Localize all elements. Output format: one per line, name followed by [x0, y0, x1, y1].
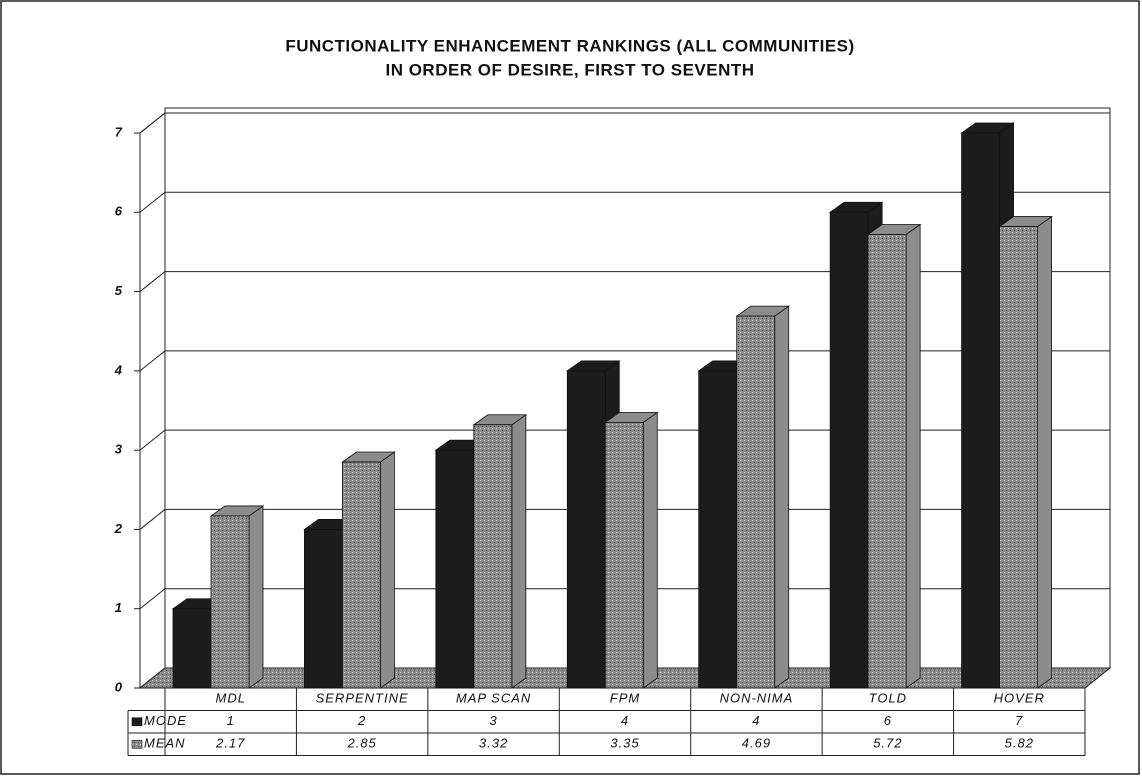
y-tick-label: 3	[115, 442, 123, 457]
bar	[210, 515, 250, 689]
bar	[566, 370, 606, 689]
bar	[961, 132, 1000, 689]
bar	[999, 226, 1038, 689]
table-value: 6	[884, 713, 892, 728]
legend-label: MEAN	[144, 736, 186, 751]
table-value: 4.69	[742, 736, 771, 751]
x-tick-label: MAP SCAN	[456, 691, 531, 706]
bar	[473, 424, 513, 689]
bar	[698, 370, 738, 689]
x-tick-label: FPM	[610, 691, 640, 706]
bar	[172, 608, 212, 689]
table-value: 3.32	[479, 736, 508, 751]
bar-side	[774, 305, 790, 689]
table-value: 2.17	[215, 736, 245, 751]
bar-side	[905, 223, 921, 689]
table-value: 4	[752, 713, 760, 728]
table-value: 7	[1015, 713, 1023, 728]
y-tick-label: 1	[115, 600, 122, 615]
legend-key	[131, 739, 143, 749]
x-tick-label: SERPENTINE	[316, 691, 409, 706]
bar-side	[380, 451, 395, 689]
bar	[867, 234, 907, 689]
legend-key	[131, 717, 143, 727]
bar	[736, 315, 776, 689]
bar-side	[248, 505, 264, 689]
bar	[604, 421, 644, 689]
grid-line	[139, 509, 166, 530]
y-tick-label: 0	[115, 679, 123, 694]
side-wall	[139, 111, 166, 690]
y-tick-label: 7	[115, 124, 123, 139]
table-value: 1	[227, 713, 235, 728]
chart-title: FUNCTIONALITY ENHANCEMENT RANKINGS (ALL …	[285, 36, 854, 55]
legend-label: MODE	[144, 713, 187, 728]
table-value: 3	[489, 713, 497, 728]
y-tick-label: 2	[114, 521, 123, 536]
bar-side	[1037, 215, 1052, 689]
table-value: 2.85	[346, 736, 376, 751]
chart-subtitle: IN ORDER OF DESIRE, FIRST TO SEVENTH	[385, 60, 754, 79]
bar-side	[511, 413, 527, 689]
y-tick-label: 5	[115, 283, 123, 298]
bar	[304, 529, 343, 689]
bar	[435, 449, 475, 689]
table-value: 4	[621, 713, 629, 728]
table-value: 5.72	[873, 736, 902, 751]
y-tick-label: 6	[115, 204, 123, 219]
x-tick-label: HOVER	[994, 691, 1045, 706]
grid-line	[139, 271, 166, 292]
x-tick-label: NON-NIMA	[720, 691, 794, 706]
grid-line	[139, 350, 166, 372]
grid-line	[139, 112, 166, 134]
bar	[829, 211, 869, 689]
x-tick-label: TOLD	[869, 691, 907, 706]
bar-side	[642, 411, 658, 689]
y-tick-label: 4	[114, 362, 123, 377]
table-value: 5.82	[1005, 736, 1034, 751]
bar	[342, 461, 381, 689]
grid-line	[139, 588, 166, 610]
grid-line	[139, 191, 166, 213]
table-value: 2	[357, 713, 366, 728]
table-value: 3.35	[610, 736, 639, 751]
grid-line	[139, 429, 166, 451]
x-tick-label: MDL	[215, 691, 245, 706]
